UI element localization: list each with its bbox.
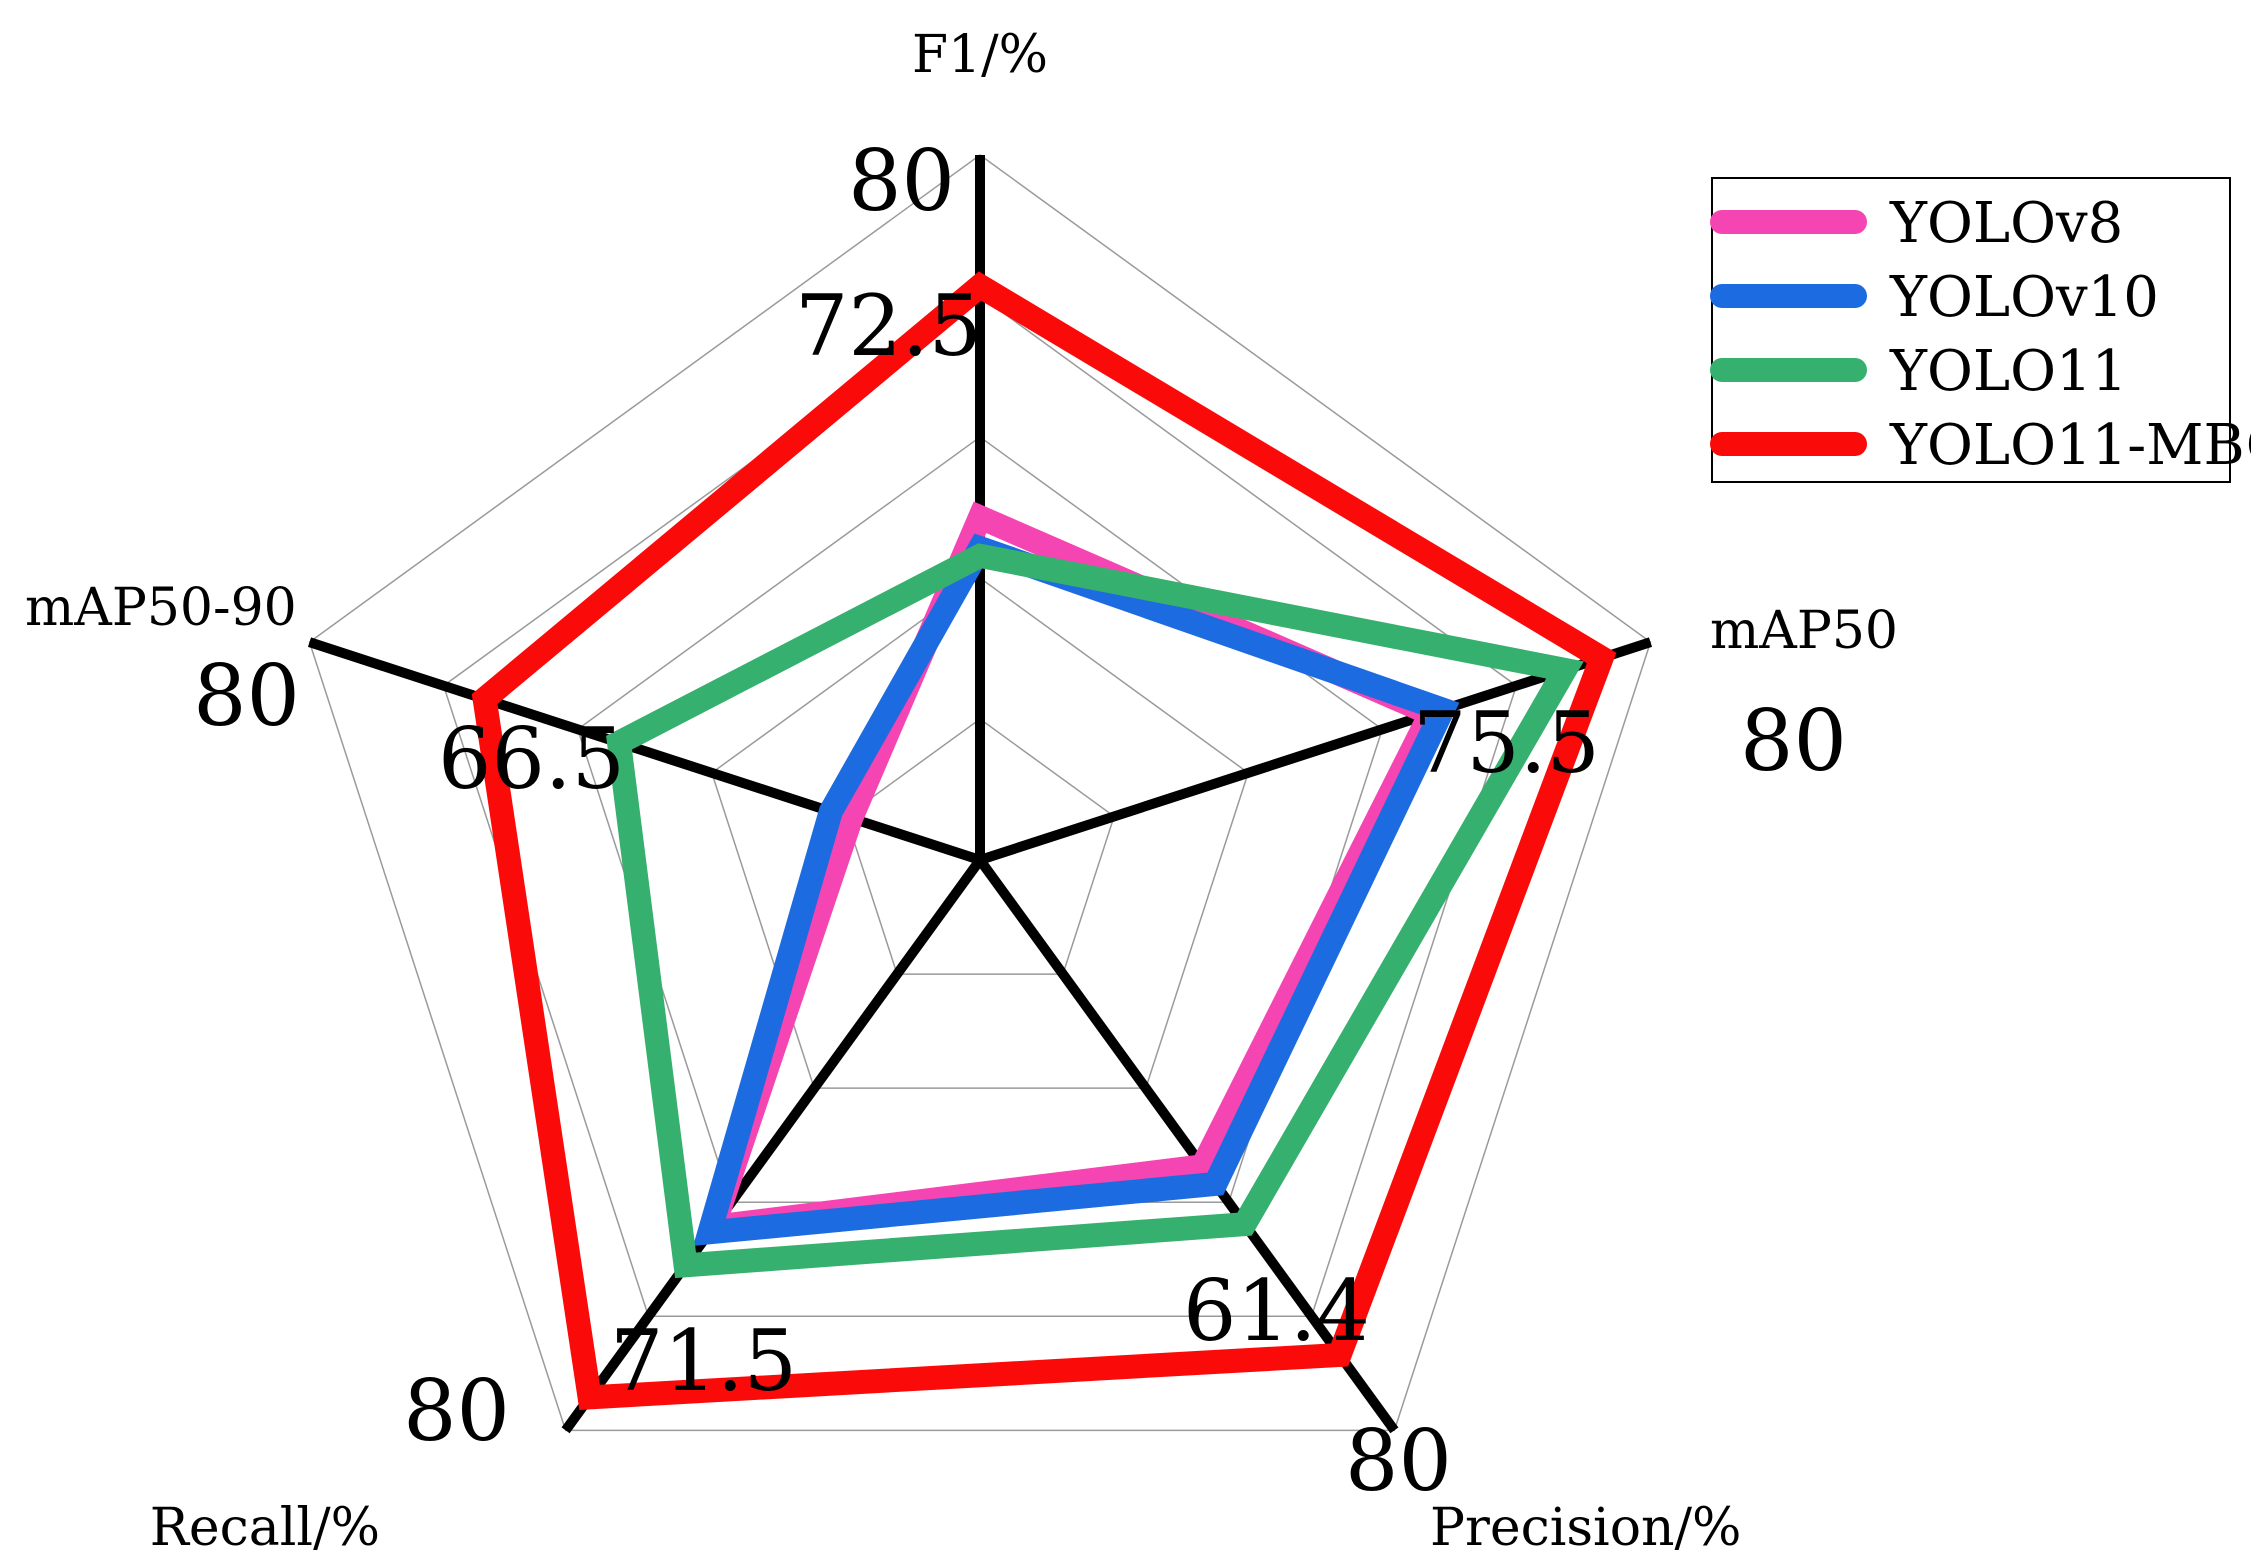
axis-min-label-2: 75.5 — [1413, 694, 1600, 792]
series-polygon-yolov10 — [693, 533, 1460, 1246]
axis-line-3 — [975, 857, 1399, 1434]
axis-title-3: Precision/% — [1430, 1498, 1741, 1558]
axis-title-1: F1/% — [912, 25, 1048, 85]
series-polygons — [471, 271, 1617, 1410]
axis-max-label-4: 80 — [403, 1362, 510, 1460]
axis-min-label-3: 61.4 — [1183, 1262, 1370, 1360]
grid-ring-4 — [442, 295, 1518, 1318]
axis-line-4 — [561, 857, 985, 1434]
legend-label-yolo11-mbc: YOLO11-MBC — [1889, 413, 2251, 478]
axis-max-label-5: 80 — [193, 647, 300, 745]
axis-title-5: mAP50-90 — [25, 578, 297, 638]
grid-ring-5 — [308, 154, 1652, 1432]
series-polygon-yolo11-mbc — [471, 271, 1617, 1410]
axis-line-2 — [978, 637, 1653, 865]
axis-title-2: mAP50 — [1710, 601, 1898, 661]
axis-max-label-1: 80 — [848, 132, 955, 230]
legend-label-yolov10: YOLOv10 — [1889, 265, 2159, 330]
axis-min-label-5: 66.5 — [438, 710, 625, 808]
axis-labels: F1/%8072.5mAP508075.5Precision/%8061.4Re… — [25, 25, 1898, 1558]
axis-min-label-4: 71.5 — [610, 1312, 797, 1410]
legend: YOLOv8 YOLOv10 YOLO11 YOLO11-MBC — [1710, 177, 2251, 483]
legend-label-yolov8: YOLOv8 — [1889, 191, 2123, 256]
grid-ring-2 — [710, 577, 1250, 1089]
axis-max-label-2: 80 — [1740, 692, 1847, 790]
axis-max-label-3: 80 — [1345, 1412, 1452, 1510]
series-polygon-yolo11 — [606, 543, 1584, 1279]
axis-title-4: Recall/% — [150, 1498, 380, 1558]
axis-min-label-1: 72.5 — [795, 277, 982, 375]
axis-line-5 — [307, 637, 982, 865]
legend-label-yolo11: YOLO11 — [1889, 339, 2127, 404]
